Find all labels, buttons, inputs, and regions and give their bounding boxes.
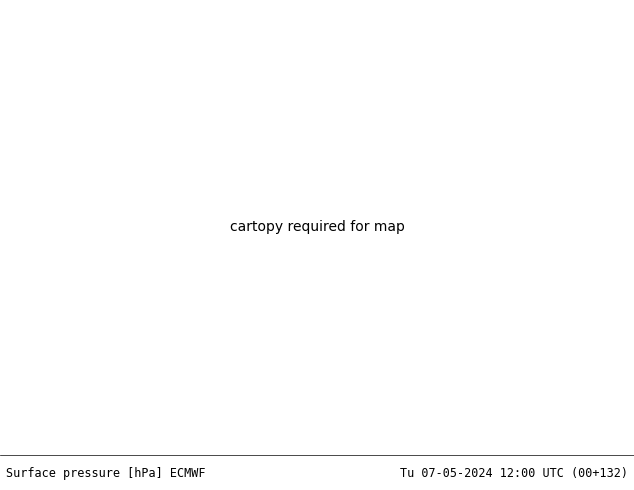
Text: Surface pressure [hPa] ECMWF: Surface pressure [hPa] ECMWF xyxy=(6,467,206,480)
Text: cartopy required for map: cartopy required for map xyxy=(230,220,404,234)
Text: Tu 07-05-2024 12:00 UTC (00+132): Tu 07-05-2024 12:00 UTC (00+132) xyxy=(399,467,628,480)
